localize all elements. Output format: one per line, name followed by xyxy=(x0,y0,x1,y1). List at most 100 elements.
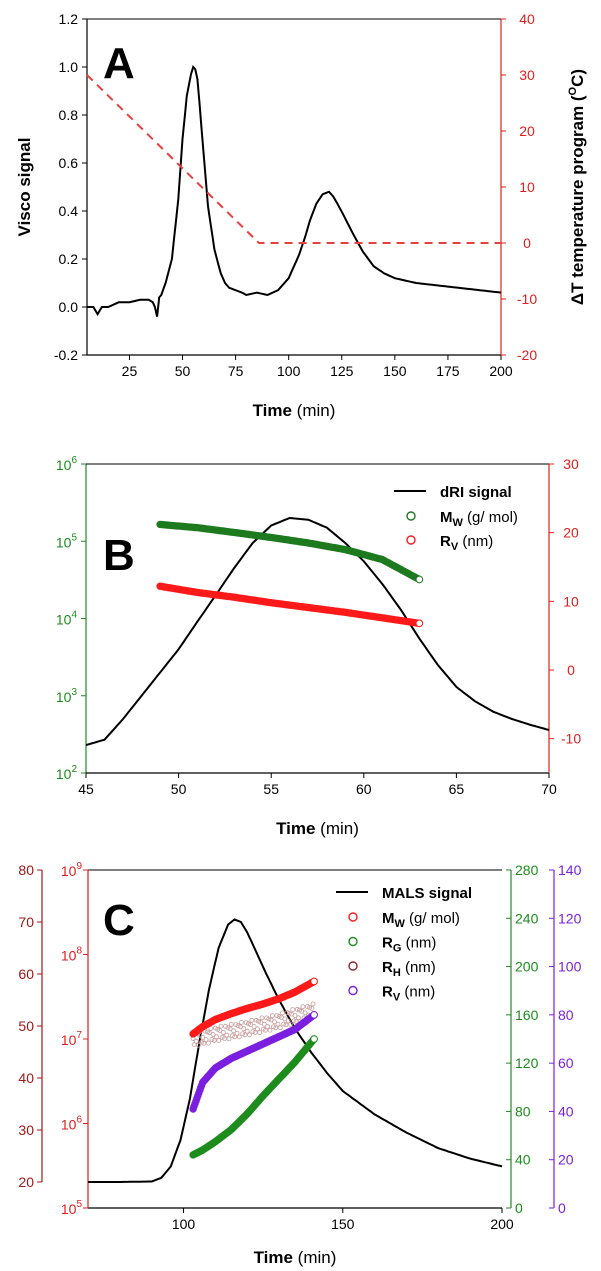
rh-point xyxy=(294,1006,300,1012)
rv-point xyxy=(415,619,424,628)
rh-point xyxy=(253,1017,259,1023)
rh-point xyxy=(236,1034,242,1040)
y2-tick-label: -10 xyxy=(561,731,581,747)
x-tick-label: 125 xyxy=(330,363,354,379)
y-tick-label: 0.2 xyxy=(59,251,79,267)
panel-a-visco-chart: 25 50 75 100 125 150 175 200-0.20.00.20.40.60.8… xyxy=(15,11,587,420)
rh-point xyxy=(231,1028,237,1034)
y2-tick-label: 160 xyxy=(515,1007,539,1023)
dri-signal-line xyxy=(85,516,550,747)
rh-point xyxy=(292,1013,298,1018)
rh-point xyxy=(302,1010,308,1016)
y3-tick-label: 80 xyxy=(558,1007,574,1023)
x-tick-label: 100 xyxy=(277,363,301,379)
y-tick-label: 107 xyxy=(61,1030,83,1048)
y2-tick-label: 30 xyxy=(563,456,579,472)
legend-label: MALS signal xyxy=(382,885,472,902)
rh-point xyxy=(310,1001,316,1007)
x-axis-title: Time (min) xyxy=(253,401,336,420)
rh-point xyxy=(297,1007,302,1013)
rh-point xyxy=(242,1032,248,1038)
y-tick-label: 105 xyxy=(61,1199,83,1217)
y-tick-label: 106 xyxy=(56,455,78,473)
y-tick-label: -0.2 xyxy=(54,347,78,363)
rh-point xyxy=(284,1010,290,1015)
y2-tick-label: 20 xyxy=(563,525,579,541)
y-tick-label: 0.8 xyxy=(59,107,79,123)
rh-point xyxy=(220,1030,226,1035)
panel-label: A xyxy=(103,39,135,88)
y2-tick-label: 80 xyxy=(515,1103,531,1119)
rh-point xyxy=(304,1004,310,1009)
rh-point xyxy=(226,1036,232,1042)
rh-point xyxy=(307,1005,313,1010)
y2-tick-label: 280 xyxy=(515,862,539,878)
x-tick-label: 100 xyxy=(172,1216,196,1232)
y3-tick-label: 100 xyxy=(558,959,582,975)
x-tick-label: 150 xyxy=(331,1216,355,1232)
rh-point xyxy=(201,1040,207,1046)
y-tick-label: 1.2 xyxy=(59,11,79,27)
rh-point xyxy=(267,1027,273,1033)
legend-label: dRI signal xyxy=(440,484,512,501)
rh-point xyxy=(252,1030,258,1035)
panel-c-mals-chart: 20 30 40 50 60 70 80 105 106 107 108 109 0 40 80 120 160… xyxy=(18,861,581,1267)
rh-point xyxy=(290,1007,296,1012)
legend-label: RV (nm) xyxy=(440,533,493,553)
rh-point xyxy=(274,1013,280,1018)
rh-point xyxy=(224,1032,230,1038)
legend-marker xyxy=(406,535,416,545)
rh-point xyxy=(234,1030,240,1036)
rh-point xyxy=(269,1013,275,1018)
rh-point xyxy=(241,1026,247,1032)
y-tick-label: 40 xyxy=(18,1070,34,1086)
legend-label: RV (nm) xyxy=(382,984,435,1004)
y3-tick-label: 120 xyxy=(558,910,582,926)
y-tick-label: 109 xyxy=(61,861,83,879)
temperature-program-line xyxy=(86,74,501,244)
y-tick-label: 80 xyxy=(18,862,34,878)
rh-point xyxy=(273,1025,279,1031)
y-axis-title: Visco signal xyxy=(15,138,34,237)
y-tick-label: 0.4 xyxy=(59,203,79,219)
rh-point xyxy=(249,1017,255,1023)
rh-point xyxy=(203,1037,209,1042)
rh-point xyxy=(222,1036,227,1041)
rh-point xyxy=(244,1028,250,1034)
rh-point xyxy=(216,1038,222,1043)
x-tick-label: 50 xyxy=(175,363,191,379)
panel-label: B xyxy=(103,531,135,580)
y2-tick-label: 10 xyxy=(563,593,579,609)
rh-point xyxy=(205,1040,211,1046)
mw-point xyxy=(310,977,318,986)
x-axis-title: Time (min) xyxy=(254,1248,337,1267)
legend-marker xyxy=(348,961,358,971)
y-tick-label: 60 xyxy=(18,966,34,982)
mals-signal-line xyxy=(88,918,503,1183)
rh-point xyxy=(266,1016,272,1022)
y2-tick-label: 240 xyxy=(515,910,539,926)
rh-point xyxy=(193,1038,199,1044)
y-tick-label: 103 xyxy=(56,687,78,705)
mw-point-group xyxy=(189,977,318,1038)
x-tick-label: 25 xyxy=(122,363,138,379)
x-tick-label: 60 xyxy=(356,781,372,797)
rh-point xyxy=(223,1024,229,1029)
rh-point xyxy=(247,1032,252,1038)
legend-marker xyxy=(348,985,358,996)
x-tick-label: 65 xyxy=(449,781,465,797)
legend-marker xyxy=(406,511,416,521)
y2-tick-label: 10 xyxy=(519,179,535,195)
y2-tick-label: 20 xyxy=(519,123,535,139)
y2-tick-label: 40 xyxy=(519,11,535,27)
rh-point xyxy=(275,1021,281,1027)
rh-point xyxy=(245,1021,251,1027)
x-tick-label: 50 xyxy=(171,781,187,797)
visco-signal-line xyxy=(87,64,502,317)
legend: dRI signal MW (g/ mol) RV (nm) xyxy=(394,484,518,553)
y2-tick-label: 30 xyxy=(519,67,535,83)
y-tick-label: 0.0 xyxy=(59,299,79,315)
rh-point xyxy=(228,1022,234,1027)
rh-point xyxy=(232,1034,238,1040)
